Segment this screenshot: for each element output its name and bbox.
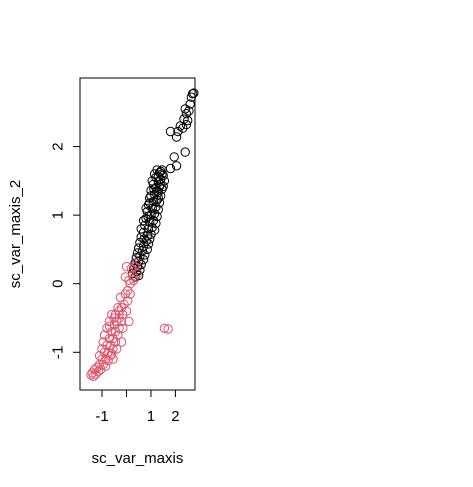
data-point (121, 261, 132, 272)
data-point (125, 289, 135, 299)
data-point (104, 321, 115, 331)
x-tick-label: 1 (147, 408, 155, 425)
data-point (104, 316, 115, 327)
data-point (116, 303, 127, 313)
data-point (171, 161, 182, 171)
data-point (181, 119, 192, 130)
data-point (129, 275, 139, 285)
x-axis-title: sc_var_maxis (92, 450, 184, 467)
y-axis: -1 0 1 2 (50, 142, 81, 359)
data-point (136, 224, 146, 234)
data-point (127, 270, 138, 281)
data-point (143, 239, 154, 249)
data-point (140, 250, 150, 260)
data-point (113, 303, 123, 313)
data-point (120, 272, 131, 282)
data-point (92, 362, 102, 373)
data-point (171, 132, 182, 142)
data-point (163, 324, 173, 334)
data-point (180, 147, 190, 157)
x-tick-label: 2 (171, 408, 179, 425)
data-point (146, 191, 156, 201)
data-point (98, 337, 108, 347)
data-point (110, 309, 121, 320)
data-point (141, 213, 151, 224)
data-point (88, 371, 99, 381)
data-point (156, 179, 166, 190)
data-point (86, 370, 96, 380)
data-point (107, 309, 117, 320)
data-point (143, 224, 154, 234)
data-point (124, 316, 134, 327)
data-point (108, 354, 118, 364)
plot-frame (79, 77, 196, 391)
data-point (186, 92, 197, 102)
data-point (149, 184, 159, 194)
data-point (139, 234, 149, 244)
data-point (123, 285, 133, 296)
data-point (180, 104, 190, 114)
data-point (94, 351, 105, 361)
data-point (173, 126, 183, 137)
data-point (132, 248, 143, 258)
data-point (91, 369, 101, 379)
data-point (116, 337, 127, 347)
data-point (107, 349, 117, 359)
data-point (143, 211, 153, 222)
data-point (97, 344, 107, 354)
data-point (108, 333, 118, 344)
data-point (157, 169, 167, 179)
x-tick-label: -1 (95, 408, 108, 425)
data-point (153, 193, 164, 203)
data-point (181, 109, 192, 119)
data-point (131, 258, 142, 268)
data-point (145, 217, 155, 227)
y-tick-label: 1 (50, 211, 67, 219)
data-point (118, 323, 128, 333)
data-point (142, 244, 153, 255)
data-point (147, 203, 157, 214)
y-tick-label: 2 (50, 142, 67, 150)
data-point (115, 292, 126, 303)
x-axis: -1 1 2 (95, 389, 180, 425)
data-point (126, 263, 137, 274)
points-layer (86, 88, 199, 381)
y-tick-label: 0 (50, 280, 67, 288)
data-point (99, 347, 110, 357)
y-tick-label: -1 (50, 346, 67, 359)
data-point (169, 152, 179, 162)
data-point (120, 289, 131, 299)
data-point (158, 181, 168, 192)
data-point (145, 198, 155, 208)
data-point (175, 121, 186, 131)
data-point (98, 359, 108, 370)
data-point (99, 330, 110, 340)
y-axis-title: sc_var_maxis_2 (7, 180, 24, 288)
data-point (165, 126, 176, 137)
data-point (185, 99, 195, 109)
data-point (178, 123, 188, 133)
data-point (102, 323, 112, 333)
data-point (112, 344, 122, 354)
data-point (159, 323, 170, 333)
